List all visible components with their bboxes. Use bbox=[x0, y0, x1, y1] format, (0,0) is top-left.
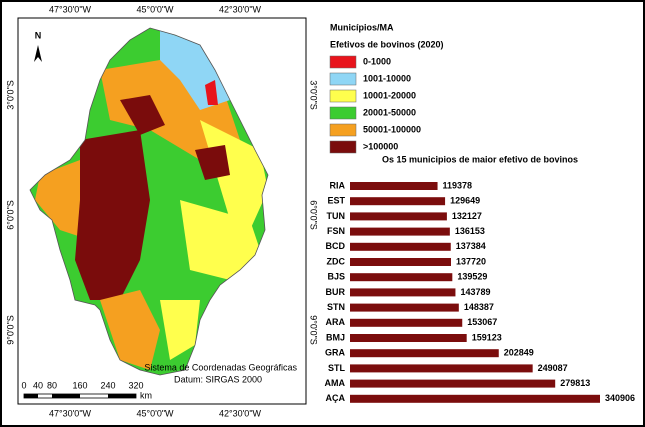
legend-label: 1001-10000 bbox=[363, 73, 411, 83]
bar bbox=[350, 334, 467, 342]
legend-label: 50001-100000 bbox=[363, 124, 421, 134]
value-label: 129649 bbox=[450, 196, 480, 206]
latitude-label: 3°0'0"S bbox=[5, 80, 15, 110]
value-label: 132127 bbox=[452, 211, 482, 221]
category-label: RIA bbox=[330, 180, 346, 190]
scale-bar bbox=[24, 394, 38, 398]
category-label: BUR bbox=[326, 287, 346, 297]
legend-subtitle: Efetivos de bovinos (2020) bbox=[330, 39, 444, 49]
north-arrow bbox=[34, 45, 42, 62]
legend-label: >100000 bbox=[363, 141, 398, 151]
category-label: STN bbox=[327, 302, 345, 312]
longitude-label: 45°0'0"W bbox=[136, 4, 174, 14]
value-label: 153067 bbox=[467, 317, 497, 327]
bar bbox=[350, 182, 438, 190]
legend-swatch bbox=[329, 123, 357, 137]
bar bbox=[350, 273, 453, 282]
value-label: 139529 bbox=[457, 272, 487, 282]
bar bbox=[350, 364, 533, 373]
bar bbox=[350, 303, 459, 312]
longitude-label: 47°30'0"W bbox=[49, 4, 92, 14]
state-outline bbox=[29, 27, 269, 376]
value-label: 249087 bbox=[538, 363, 568, 373]
bar bbox=[350, 349, 499, 358]
longitude-label: 47°30'0"W bbox=[49, 408, 92, 418]
legend-title: Municípios/MA bbox=[330, 22, 394, 32]
legend-label: 0-1000 bbox=[363, 56, 391, 66]
bar bbox=[350, 394, 600, 403]
category-label: BCD bbox=[326, 241, 346, 251]
latitude-label: 6°0'0"S bbox=[5, 200, 15, 230]
value-label: 159123 bbox=[472, 332, 502, 342]
scale-bar bbox=[52, 394, 80, 398]
region bbox=[75, 130, 150, 300]
value-label: 137384 bbox=[456, 241, 486, 251]
legend-label: 20001-50000 bbox=[363, 107, 416, 117]
latitude-label: 6°0'0"S bbox=[309, 200, 319, 230]
scale-label: 0 bbox=[21, 380, 26, 390]
north-label: N bbox=[35, 30, 42, 40]
legend-swatch bbox=[329, 55, 357, 69]
scale-unit: km bbox=[140, 390, 152, 400]
category-label: EST bbox=[327, 196, 345, 206]
value-label: 279813 bbox=[560, 378, 590, 388]
region bbox=[160, 300, 200, 360]
legend-label: 10001-20000 bbox=[363, 90, 416, 100]
category-label: TUN bbox=[327, 211, 346, 221]
scale-label: 80 bbox=[47, 380, 57, 390]
bar bbox=[350, 242, 451, 251]
value-label: 148387 bbox=[464, 302, 494, 312]
scale-label: 160 bbox=[72, 380, 87, 390]
bar bbox=[350, 258, 451, 266]
scale-bar bbox=[108, 394, 136, 398]
scale-label: 40 bbox=[33, 380, 43, 390]
map-note: Sistema de Coordenadas Geográficas bbox=[144, 362, 297, 372]
latitude-label: 3°0'0"S bbox=[309, 80, 319, 110]
value-label: 119378 bbox=[443, 180, 473, 190]
map-note: Datum: SIRGAS 2000 bbox=[174, 374, 262, 384]
legend-swatch bbox=[329, 89, 357, 103]
region bbox=[205, 80, 218, 105]
latitude-label: 9°0'0"S bbox=[309, 315, 319, 345]
bar bbox=[350, 212, 447, 221]
chart-title: Os 15 municipios de maior efetivo de bov… bbox=[382, 154, 578, 164]
category-label: BJS bbox=[327, 272, 345, 282]
category-label: STL bbox=[328, 363, 346, 373]
longitude-label: 42°30'0"W bbox=[219, 4, 262, 14]
longitude-label: 45°0'0"W bbox=[136, 408, 174, 418]
category-label: AÇA bbox=[326, 393, 346, 403]
bar bbox=[350, 227, 450, 236]
bar bbox=[350, 379, 556, 388]
value-label: 136153 bbox=[455, 226, 485, 236]
value-label: 340906 bbox=[605, 393, 635, 403]
region bbox=[195, 145, 230, 180]
latitude-label: 9°0'0"S bbox=[5, 315, 15, 345]
legend-swatch bbox=[329, 106, 357, 120]
bar bbox=[350, 288, 456, 297]
bar bbox=[350, 197, 446, 206]
longitude-label: 42°30'0"W bbox=[219, 408, 262, 418]
category-label: GRA bbox=[325, 348, 346, 358]
category-label: BMJ bbox=[326, 332, 345, 342]
legend-swatch bbox=[329, 72, 357, 86]
value-label: 143789 bbox=[460, 287, 490, 297]
category-label: ARA bbox=[326, 317, 346, 327]
region bbox=[100, 290, 160, 370]
value-label: 137720 bbox=[456, 256, 486, 266]
scale-label: 320 bbox=[128, 380, 143, 390]
category-label: ZDC bbox=[327, 256, 346, 266]
category-label: AMA bbox=[325, 378, 346, 388]
region bbox=[180, 200, 260, 280]
scale-label: 240 bbox=[100, 380, 115, 390]
legend-swatch bbox=[329, 140, 357, 154]
value-label: 202849 bbox=[504, 348, 534, 358]
category-label: FSN bbox=[327, 226, 345, 236]
bar bbox=[350, 318, 463, 327]
region bbox=[120, 95, 165, 135]
